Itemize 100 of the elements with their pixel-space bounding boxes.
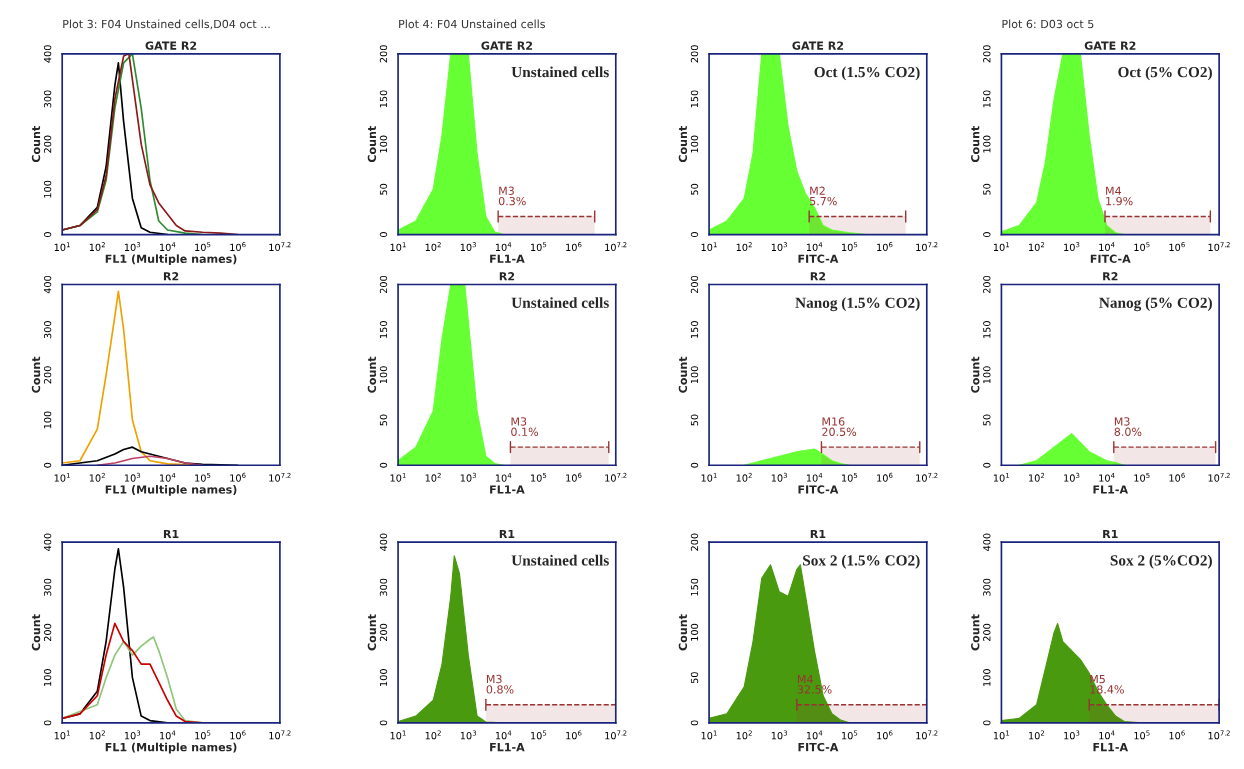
x-tick-label: 10$^{1}$ (993, 472, 1010, 482)
x-tick-label: 10$^{4}$ (806, 730, 823, 740)
band-label: M4 1.9% (1106, 186, 1133, 206)
x-tick-label: 10$^{4}$ (495, 472, 512, 482)
y-tick-label: 0 (43, 232, 52, 237)
y-axis-title: Count (971, 614, 980, 651)
x-tick-label: 10$^{3}$ (771, 242, 787, 252)
x-axis-title: FITC-A (798, 254, 839, 263)
x-tick-label: 10$^{1}$ (701, 472, 717, 482)
x-tick-label: 10$^{7.2}$ (269, 242, 291, 252)
y-tick-label: 50 (983, 414, 991, 426)
y-tick-label: 50 (690, 183, 699, 195)
x-tick-label: 10$^{7.2}$ (1208, 730, 1230, 740)
x-tick-label: 10$^{3}$ (1064, 730, 1080, 740)
y-axis-title: Count (678, 356, 688, 393)
y-tick-label: 200 (690, 275, 699, 294)
y-tick-label: 150 (983, 321, 991, 338)
x-tick-label: 10$^{4}$ (495, 730, 512, 740)
x-tick-label: 10$^{5}$ (195, 730, 211, 740)
x-tick-label: 10$^{2}$ (736, 242, 752, 252)
x-tick-label: 10$^{7.2}$ (916, 242, 938, 252)
y-tick-label: 200 (690, 533, 699, 551)
y-tick-label: 200 (379, 275, 388, 294)
x-tick-label: 10$^{6}$ (230, 242, 246, 252)
y-tick-label: 400 (983, 533, 991, 551)
y-tick-label: 150 (983, 90, 991, 108)
y-axis-title: Count (367, 356, 377, 393)
band-label: M3 0.1% (511, 417, 539, 436)
y-axis-title: Count (31, 614, 41, 651)
x-tick-label: 10$^{7.2}$ (1208, 472, 1230, 482)
annotation: Oct (1.5% CO2) (814, 66, 920, 81)
y-tick-label: 0 (690, 720, 699, 726)
y-tick-label: 200 (43, 135, 52, 153)
annotation: Unstained cells (511, 554, 609, 566)
x-tick-label: 10$^{3}$ (124, 730, 141, 740)
y-tick-label: 400 (43, 45, 52, 63)
x-tick-label: 10$^{6}$ (877, 242, 893, 252)
y-tick-label: 0 (983, 720, 991, 726)
y-axis-title: Count (678, 125, 688, 163)
x-tick-label: 10$^{6}$ (877, 730, 893, 740)
y-tick-label: 200 (690, 45, 699, 63)
x-tick-label: 10$^{7.2}$ (1208, 242, 1230, 252)
annotation: Nanog (1.5% CO2) (795, 297, 920, 312)
chart-title: GATE R2 (481, 41, 533, 50)
chart-subtitle: Plot 3: F04 Unstained cells,D04 oct ... (63, 19, 270, 30)
x-axis-title: FL1 (Multiple names) (105, 485, 237, 496)
x-tick-label: 10$^{2}$ (736, 730, 752, 740)
x-tick-label: 10$^{5}$ (842, 730, 858, 740)
x-tick-label: 10$^{6}$ (1169, 730, 1185, 740)
y-tick-label: 50 (379, 183, 388, 195)
x-tick-label: 10$^{2}$ (425, 242, 441, 252)
x-tick-label: 10$^{5}$ (1134, 472, 1150, 482)
y-tick-label: 100 (690, 135, 699, 153)
chart-title: R1 (1103, 529, 1118, 538)
chart-subtitle: Plot 4: F04 Unstained cells (399, 19, 545, 29)
x-tick-label: 10$^{1}$ (390, 730, 406, 740)
annotation: Unstained cells (511, 297, 609, 308)
x-tick-label: 10$^{4}$ (160, 242, 176, 252)
x-tick-label: 10$^{5}$ (195, 472, 211, 482)
y-tick-label: 300 (43, 321, 52, 339)
y-tick-label: 0 (379, 720, 388, 726)
x-axis-title: FL1-A (490, 254, 525, 263)
chart-title: R1 (810, 529, 826, 538)
y-tick-label: 100 (983, 135, 991, 153)
x-tick-label: 10$^{1}$ (390, 242, 406, 252)
y-axis-title: Count (31, 356, 41, 393)
chart-title: R2 (1103, 272, 1118, 281)
x-tick-label: 10$^{5}$ (1134, 730, 1150, 740)
x-tick-label: 10$^{2}$ (89, 242, 105, 252)
y-tick-label: 150 (379, 321, 388, 338)
y-tick-label: 0 (379, 462, 388, 468)
x-tick-label: 10$^{4}$ (1099, 730, 1115, 740)
x-tick-label: 10$^{6}$ (230, 730, 246, 740)
band-label: M16 20.5% (822, 417, 857, 436)
x-tick-label: 10$^{1}$ (993, 730, 1010, 740)
y-tick-label: 0 (690, 232, 699, 237)
x-tick-label: 10$^{3}$ (771, 472, 787, 482)
x-tick-label: 10$^{4}$ (1099, 472, 1115, 482)
x-tick-label: 10$^{6}$ (566, 242, 582, 252)
y-tick-label: 100 (690, 366, 699, 384)
chart-title: R1 (499, 529, 515, 538)
band-label: M3 8.0% (1114, 417, 1142, 436)
x-tick-label: 10$^{2}$ (736, 472, 752, 482)
x-tick-label: 10$^{7.2}$ (269, 472, 291, 482)
x-tick-label: 10$^{5}$ (1134, 242, 1150, 252)
chart-title: R1 (163, 529, 179, 538)
x-tick-label: 10$^{2}$ (1029, 242, 1045, 252)
x-tick-label: 10$^{2}$ (89, 730, 105, 740)
x-tick-label: 10$^{4}$ (806, 242, 823, 252)
y-tick-label: 150 (690, 321, 699, 338)
x-axis-title: FL1-A (490, 485, 525, 494)
y-tick-label: 50 (690, 672, 699, 684)
x-tick-label: 10$^{7.2}$ (916, 472, 938, 482)
x-axis-title: FL1-A (1093, 485, 1129, 494)
x-tick-label: 10$^{2}$ (1029, 730, 1045, 740)
x-tick-label: 10$^{6}$ (566, 472, 582, 482)
x-tick-label: 10$^{4}$ (160, 472, 176, 482)
annotation: Sox 2 (5%CO2) (1110, 554, 1212, 569)
x-tick-label: 10$^{1}$ (701, 730, 717, 740)
annotation: Sox 2 (1.5% CO2) (803, 554, 920, 569)
